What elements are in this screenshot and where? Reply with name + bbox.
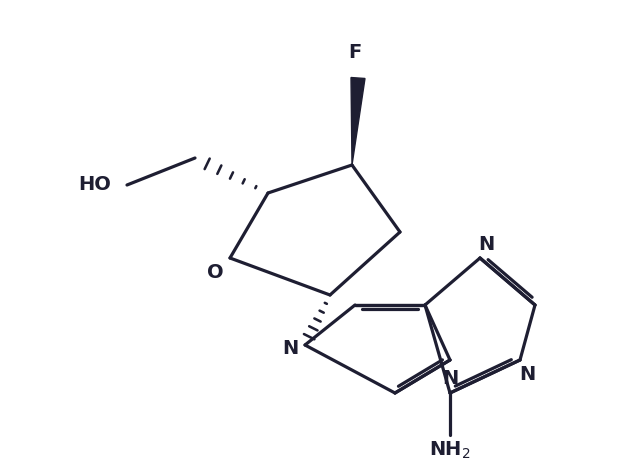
Text: F: F (348, 42, 362, 62)
Text: N: N (519, 365, 535, 384)
Text: N: N (282, 338, 298, 358)
Polygon shape (351, 78, 365, 165)
Text: NH$_2$: NH$_2$ (429, 439, 471, 461)
Text: N: N (442, 368, 458, 387)
Text: O: O (207, 263, 223, 282)
Text: HO: HO (79, 175, 111, 195)
Text: N: N (478, 235, 494, 253)
